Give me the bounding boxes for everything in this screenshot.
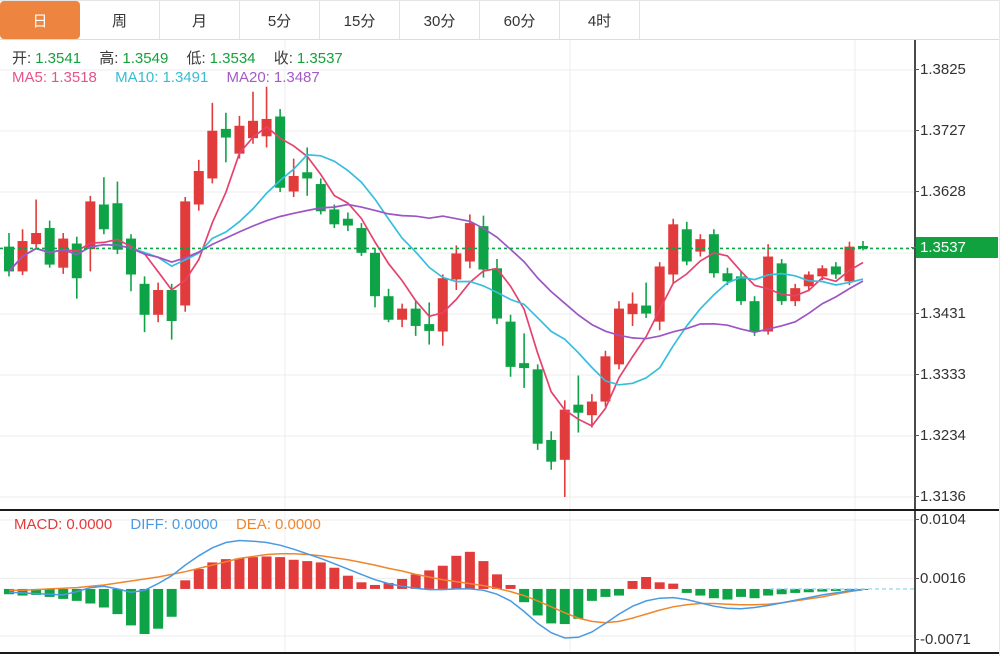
price-axis-tick: 1.3136: [914, 488, 998, 506]
low-label: 低:: [186, 50, 206, 67]
macd-axis-tick: 0.0104: [914, 511, 998, 529]
ma20-label: MA20:: [226, 69, 270, 86]
tab-month[interactable]: 月: [160, 1, 240, 39]
diff-value: 0.0000: [171, 516, 218, 533]
macd-value: 0.0000: [66, 516, 113, 533]
high-label: 高:: [99, 50, 119, 67]
panel-divider-top: [0, 509, 999, 511]
current-price-tag: 1.3537: [911, 237, 998, 258]
low-value: 1.3534: [209, 50, 256, 67]
tab-60min[interactable]: 60分: [480, 1, 560, 39]
ma-legend: MA5: 1.3518 MA10: 1.3491 MA20: 1.3487: [12, 69, 324, 86]
close-label: 收:: [273, 50, 293, 67]
tabbar-spacer: [639, 1, 999, 39]
price-axis-tick: 1.3333: [914, 366, 998, 384]
tab-week[interactable]: 周: [80, 1, 160, 39]
ma20-value: 1.3487: [273, 69, 320, 86]
panel-divider-bottom: [0, 652, 999, 654]
macd-indicator-chart[interactable]: [0, 510, 915, 654]
high-value: 1.3549: [122, 50, 169, 67]
price-axis-tick: 1.3825: [914, 61, 998, 79]
tab-30min[interactable]: 30分: [400, 1, 480, 39]
close-value: 1.3537: [296, 50, 343, 67]
ma10-label: MA10:: [115, 69, 159, 86]
ma5-label: MA5:: [12, 69, 48, 86]
candlestick-price-chart[interactable]: [0, 40, 915, 510]
macd-axis-tick: -0.0071: [914, 631, 998, 649]
macd-label: MACD:: [14, 516, 63, 533]
price-axis-tick: 1.3234: [914, 427, 998, 445]
open-label: 开:: [12, 50, 32, 67]
tab-day[interactable]: 日: [0, 1, 80, 39]
tab-15min[interactable]: 15分: [320, 1, 400, 39]
timeframe-tabs: 日 周 月 5分 15分 30分 60分 4时: [0, 0, 999, 40]
macd-axis-tick: 0.0016: [914, 570, 998, 588]
tab-4hour[interactable]: 4时: [560, 1, 640, 39]
dea-label: DEA:: [235, 516, 271, 533]
price-axis-tick: 1.3431: [914, 305, 998, 323]
macd-legend: MACD: 0.0000 DIFF: 0.0000 DEA: 0.0000: [14, 516, 325, 533]
diff-label: DIFF:: [130, 516, 168, 533]
price-axis-tick: 1.3727: [914, 122, 998, 140]
price-axis-border: [914, 40, 916, 654]
ma10-value: 1.3491: [162, 69, 209, 86]
dea-value: 0.0000: [274, 516, 321, 533]
ma5-value: 1.3518: [51, 69, 97, 86]
tab-5min[interactable]: 5分: [240, 1, 320, 39]
open-value: 1.3541: [35, 50, 82, 67]
price-axis-tick: 1.3628: [914, 183, 998, 201]
ohlc-legend: 开: 1.3541 高: 1.3549 低: 1.3534 收: 1.3537: [12, 47, 347, 68]
